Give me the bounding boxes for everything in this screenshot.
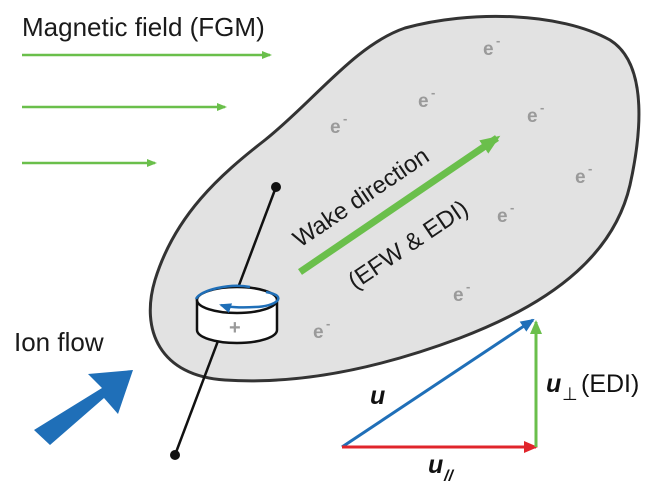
electron: e -: [483, 33, 500, 60]
boom-tip-top: [271, 182, 281, 192]
svg-text:-: -: [510, 200, 514, 215]
magnetic-field-arrows: [22, 51, 272, 167]
electrons: e - e - e - e - e - e - e - e -: [313, 33, 592, 343]
wake-direction-arrow: [298, 135, 501, 275]
spacecraft: +: [195, 285, 279, 345]
electron: e -: [527, 100, 544, 127]
svg-text:-: -: [326, 316, 330, 331]
svg-text:(EDI): (EDI): [581, 370, 639, 398]
svg-text:-: -: [540, 100, 544, 115]
ion-flow-label: Ion flow: [14, 327, 104, 357]
u-vector: [341, 318, 535, 449]
ion-flow-arrow: [34, 370, 133, 445]
electron: e -: [330, 111, 347, 138]
boom-tip-bottom: [170, 450, 180, 460]
electron: e -: [313, 316, 330, 343]
electron: e -: [418, 85, 435, 112]
spin-arrow: [194, 284, 280, 313]
electron: e -: [575, 161, 592, 188]
svg-text:-: -: [588, 161, 592, 176]
electron: e -: [453, 279, 470, 306]
svg-text:e: e: [527, 106, 538, 127]
svg-text:u: u: [428, 451, 443, 479]
electron: e -: [497, 200, 514, 227]
svg-text:e: e: [453, 285, 464, 306]
svg-text:e: e: [575, 167, 586, 188]
electron-wake-cloud: [148, 14, 641, 383]
u-parallel-label: u //: [428, 451, 454, 481]
u-vector-label: u: [370, 382, 385, 410]
svg-text:e: e: [497, 206, 508, 227]
svg-text:e: e: [483, 39, 494, 60]
svg-text:-: -: [466, 279, 470, 294]
svg-text:⊥: ⊥: [562, 384, 578, 404]
svg-text:e: e: [330, 117, 341, 138]
svg-text://: //: [443, 468, 454, 481]
svg-text:e: e: [313, 322, 324, 343]
magnetic-field-label: Magnetic field (FGM): [22, 12, 265, 42]
u-perpendicular-label: u ⊥ (EDI): [546, 370, 639, 404]
spacecraft-charge: +: [229, 317, 241, 339]
svg-text:-: -: [431, 85, 435, 100]
svg-text:-: -: [343, 111, 347, 126]
svg-text:-: -: [496, 33, 500, 48]
svg-text:e: e: [418, 91, 429, 112]
svg-text:u: u: [546, 370, 561, 398]
